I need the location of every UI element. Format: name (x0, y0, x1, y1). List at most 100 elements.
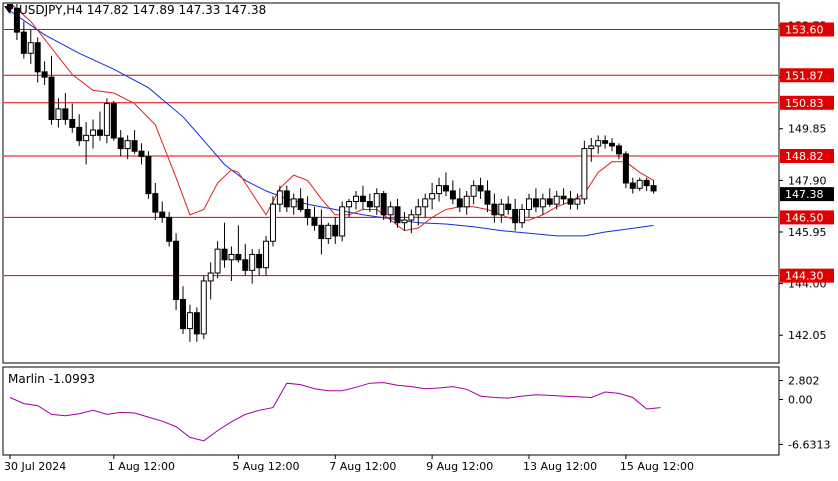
candle[interactable] (200, 275, 207, 340)
indicator-plot-area[interactable] (2, 366, 780, 456)
candle[interactable] (629, 177, 636, 194)
candle[interactable] (48, 55, 55, 125)
candle[interactable] (359, 185, 366, 210)
candle[interactable] (463, 190, 470, 215)
candle[interactable] (152, 183, 159, 221)
candle[interactable] (546, 188, 553, 207)
candle[interactable] (69, 103, 76, 133)
candle[interactable] (290, 193, 297, 215)
candle[interactable] (519, 204, 526, 228)
candle[interactable] (131, 130, 138, 154)
candle[interactable] (539, 193, 546, 215)
candle[interactable] (249, 249, 256, 284)
candle[interactable] (207, 262, 214, 300)
candle[interactable] (180, 286, 186, 334)
candle[interactable] (470, 180, 477, 205)
candle[interactable] (117, 130, 124, 157)
candle[interactable] (145, 151, 152, 199)
candle[interactable] (415, 198, 422, 226)
candle[interactable] (269, 196, 276, 247)
candle[interactable] (110, 100, 117, 141)
candle[interactable] (90, 119, 97, 149)
candle[interactable] (235, 225, 242, 263)
symbol-label: USDJPY,H4 (19, 3, 83, 17)
candle[interactable] (27, 29, 34, 64)
candle[interactable] (20, 21, 27, 59)
candle[interactable] (214, 241, 221, 279)
candle[interactable] (477, 177, 484, 199)
candle[interactable] (346, 198, 353, 218)
candle[interactable] (228, 246, 235, 281)
candle[interactable] (332, 217, 339, 244)
candle[interactable] (387, 201, 394, 223)
candle[interactable] (505, 196, 512, 215)
candle[interactable] (103, 98, 110, 144)
candle[interactable] (581, 140, 588, 205)
candle[interactable] (442, 172, 449, 197)
candle[interactable] (401, 212, 408, 231)
candle[interactable] (574, 193, 581, 210)
candle[interactable] (34, 37, 41, 83)
candle[interactable] (560, 188, 567, 205)
candle[interactable] (62, 93, 69, 125)
candle[interactable] (263, 235, 270, 276)
candle[interactable] (283, 185, 290, 213)
candle[interactable] (186, 304, 193, 342)
candle[interactable] (124, 135, 131, 160)
candle[interactable] (615, 143, 622, 160)
candle[interactable] (297, 188, 304, 213)
candle[interactable] (380, 190, 387, 221)
candle[interactable] (491, 193, 498, 223)
candle[interactable] (643, 177, 650, 191)
candle-body (83, 134, 90, 142)
candle[interactable] (609, 138, 616, 152)
candle[interactable] (373, 188, 380, 215)
candle[interactable] (526, 193, 532, 218)
dropdown-triangle-icon[interactable] (4, 6, 14, 13)
candle[interactable] (436, 177, 443, 202)
candle[interactable] (193, 307, 200, 342)
candle[interactable] (13, 0, 20, 41)
candle[interactable] (636, 177, 643, 191)
candle[interactable] (138, 143, 145, 165)
candle[interactable] (55, 98, 62, 128)
candle[interactable] (394, 198, 401, 228)
candle[interactable] (650, 180, 657, 194)
candle[interactable] (242, 243, 249, 276)
candle[interactable] (318, 209, 325, 255)
candle[interactable] (173, 233, 180, 311)
main-plot-area[interactable] (2, 2, 780, 364)
candle-body (380, 193, 387, 216)
candle[interactable] (567, 190, 574, 210)
candle[interactable] (256, 249, 263, 276)
candle[interactable] (408, 209, 415, 234)
candle[interactable] (532, 188, 539, 213)
candle[interactable] (166, 212, 173, 247)
candle[interactable] (456, 188, 463, 213)
candle[interactable] (339, 201, 346, 242)
candle[interactable] (159, 201, 166, 223)
candle[interactable] (588, 138, 595, 162)
candle[interactable] (622, 151, 629, 189)
candle[interactable] (76, 114, 83, 146)
candle[interactable] (449, 180, 456, 205)
candle[interactable] (422, 193, 429, 218)
candle[interactable] (221, 222, 228, 268)
candle[interactable] (366, 193, 373, 213)
candle[interactable] (512, 198, 519, 231)
candle-body (484, 190, 491, 205)
candle[interactable] (41, 61, 48, 86)
candle[interactable] (304, 196, 311, 226)
candle[interactable] (484, 180, 491, 213)
candle[interactable] (429, 183, 436, 210)
candle[interactable] (553, 190, 560, 210)
candle[interactable] (96, 111, 103, 141)
candle[interactable] (311, 206, 318, 231)
candle[interactable] (325, 222, 332, 244)
candle[interactable] (498, 198, 505, 223)
candle[interactable] (602, 135, 609, 149)
candle[interactable] (83, 122, 90, 165)
candle[interactable] (595, 135, 602, 154)
candle[interactable] (276, 185, 283, 213)
candle[interactable] (353, 190, 359, 210)
